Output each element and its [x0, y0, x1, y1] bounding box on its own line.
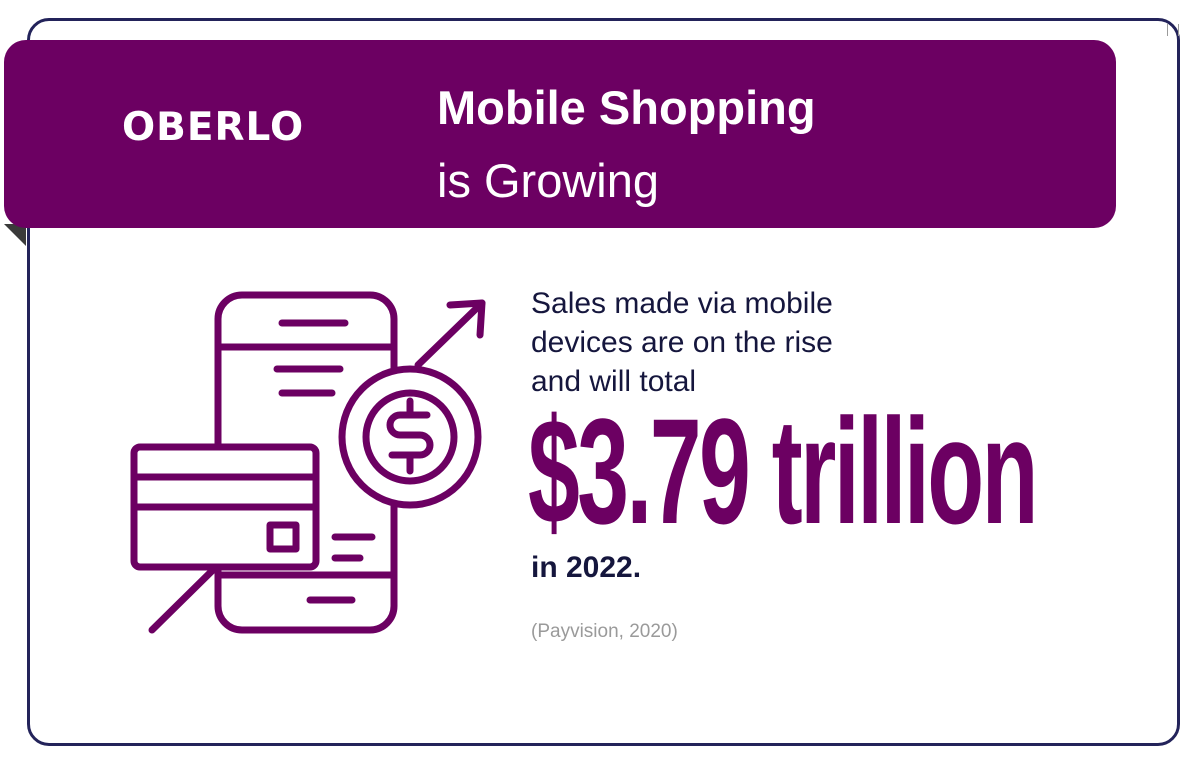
mobile-shopping-illustration	[130, 291, 486, 634]
sales-amount: $3.79 trillion	[528, 387, 1038, 555]
page-title: Mobile Shopping	[437, 81, 816, 134]
description-text: Sales made via mobile devices are on the…	[531, 284, 961, 401]
description-line: Sales made via mobile	[531, 287, 833, 320]
description-line: devices are on the rise	[531, 326, 833, 359]
oberlo-logo: OBERLO	[122, 105, 305, 150]
dollar-coin-icon	[338, 365, 482, 509]
banner-fold	[4, 224, 26, 246]
description-line: and will total	[531, 365, 697, 398]
corner-mark	[1167, 24, 1179, 36]
source-citation: (Payvision, 2020)	[531, 621, 678, 642]
trend-arrow-icon	[148, 299, 486, 634]
year-text: in 2022.	[531, 551, 642, 584]
page-subtitle: is Growing	[437, 154, 660, 207]
credit-card-icon	[130, 443, 320, 571]
header-banner	[4, 40, 1116, 228]
